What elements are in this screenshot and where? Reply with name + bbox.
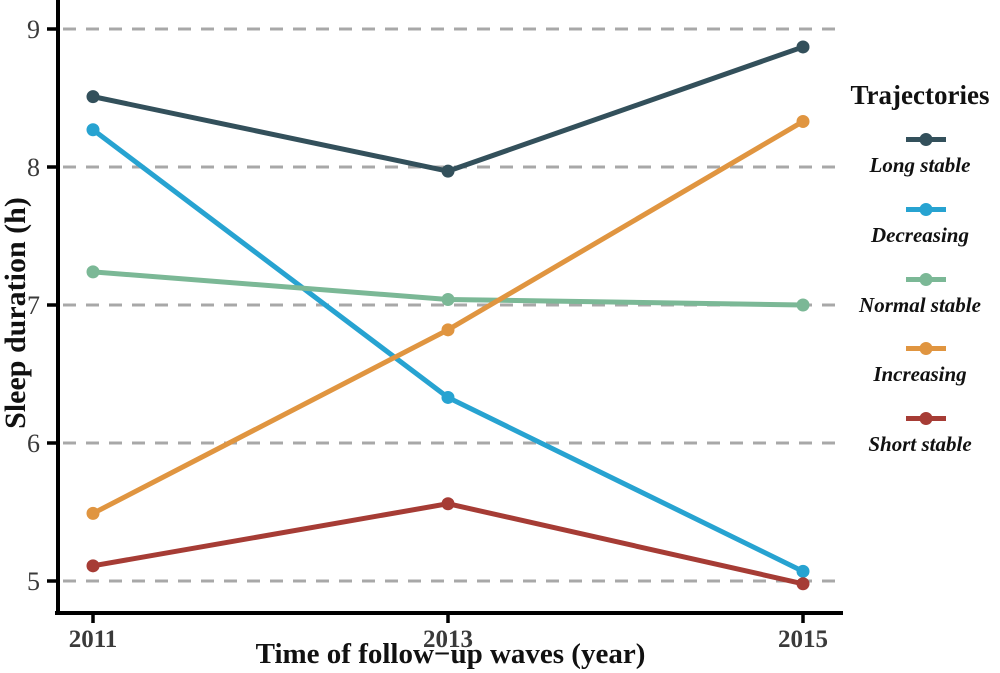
legend: Trajectories Long stable Decreasing Norm… — [840, 0, 1000, 673]
legend-item-decreasing: Decreasing — [840, 201, 1000, 248]
svg-text:9: 9 — [27, 15, 40, 44]
tick-labels: 9 8 7 6 5 2011 2013 2015 — [27, 15, 828, 653]
axes — [47, 0, 843, 623]
legend-item-label: Short stable — [868, 432, 972, 456]
legend-item-short-stable: Short stable — [840, 410, 1000, 457]
svg-text:5: 5 — [27, 567, 40, 596]
svg-text:2013: 2013 — [423, 626, 473, 653]
legend-item-label: Long stable — [869, 153, 971, 177]
legend-item-increasing: Increasing — [840, 340, 1000, 387]
svg-text:6: 6 — [27, 429, 40, 458]
legend-item-label: Normal stable — [859, 293, 981, 317]
legend-item-normal-stable: Normal stable — [840, 271, 1000, 318]
legend-item-long-stable: Long stable — [840, 131, 1000, 178]
svg-text:7: 7 — [27, 291, 40, 320]
svg-text:8: 8 — [27, 153, 40, 182]
svg-text:2011: 2011 — [69, 626, 118, 653]
y-axis-title: Sleep duration (h) — [0, 197, 32, 429]
legend-title: Trajectories — [850, 80, 990, 110]
x-axis-title: Time of follow−up waves (year) — [255, 638, 646, 670]
legend-line-marker-icon — [906, 203, 946, 216]
legend-line-marker-icon — [906, 342, 946, 355]
legend-line-marker-icon — [906, 412, 946, 425]
legend-item-label: Decreasing — [871, 223, 969, 247]
legend-item-label: Increasing — [873, 362, 967, 386]
legend-line-marker-icon — [906, 133, 946, 146]
series-lines — [86, 40, 810, 591]
svg-text:2015: 2015 — [778, 626, 828, 653]
legend-line-marker-icon — [906, 273, 946, 286]
